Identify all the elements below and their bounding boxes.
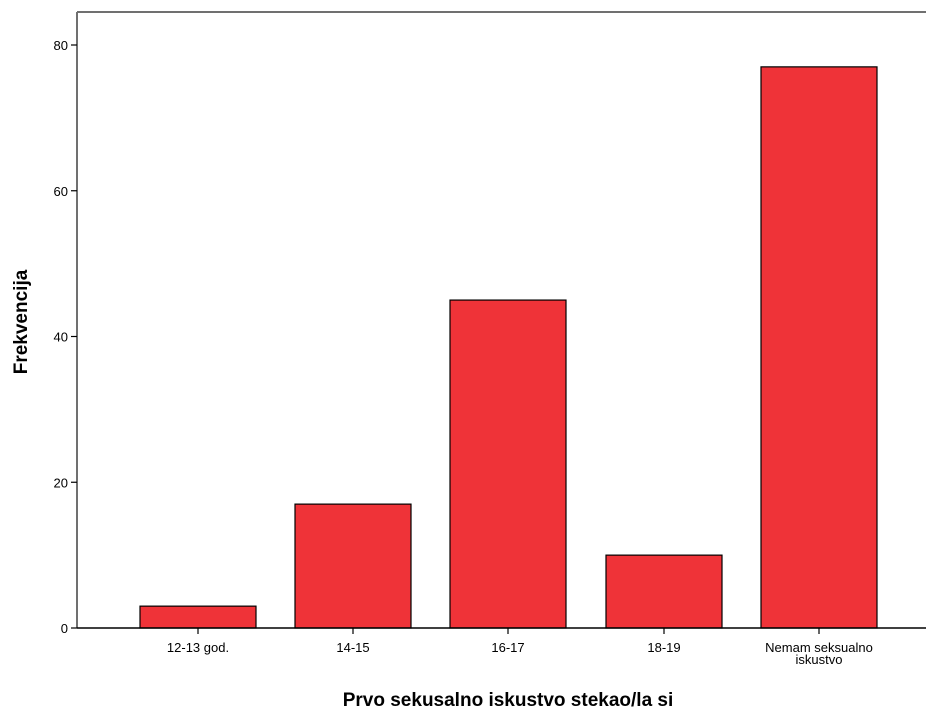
bar-4 [760,66,878,629]
y-axis: 0 20 40 60 80 [54,11,926,636]
x-tick-label-0: 12-13 god. [167,640,229,655]
x-axis-title: Prvo sekusalno iskustvo stekao/la si [343,690,674,711]
x-tick-label-2: 16-17 [491,640,524,655]
y-tick-label-60: 60 [54,184,68,199]
bars-layer [139,66,878,629]
x-axis: 12-13 god. 14-15 16-17 18-19 Nemam seksualno… [77,627,926,667]
y-tick-label-20: 20 [54,475,68,490]
bar-3 [605,554,723,629]
bar-0 [139,605,257,629]
bar-2 [449,299,567,629]
y-tick-label-80: 80 [54,38,68,53]
x-tick-label-4: Nemam seksualno iskustvo [765,640,873,667]
y-tick-label-40: 40 [54,330,68,345]
x-tick-label-1: 14-15 [336,640,369,655]
y-tick-label-0: 0 [61,621,68,636]
y-axis-title: Frekvencija [11,269,32,374]
bar-1 [294,503,412,629]
x-tick-label-3: 18-19 [647,640,680,655]
